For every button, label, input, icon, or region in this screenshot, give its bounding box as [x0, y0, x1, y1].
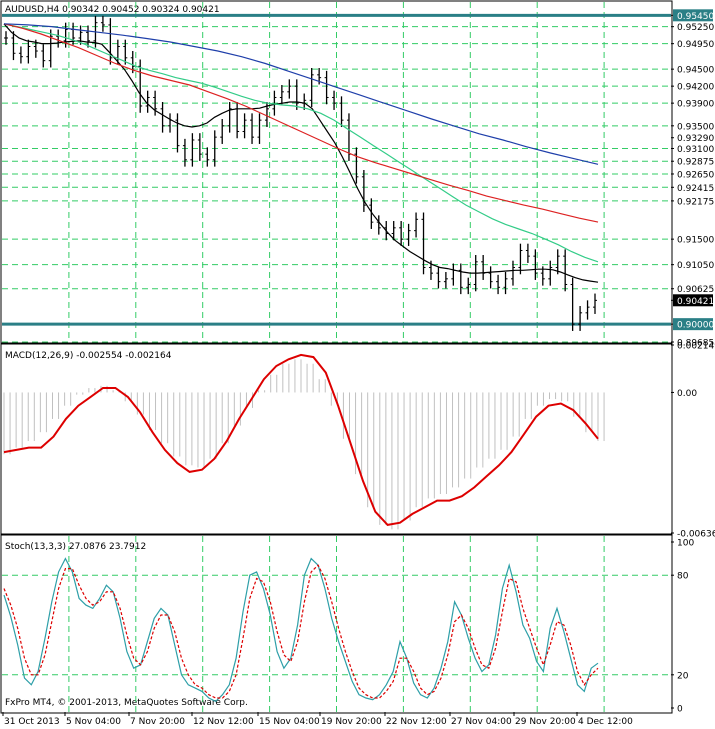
price-ma-line-ma-short	[3, 23, 599, 283]
price-ytick-label: 0.92650	[677, 170, 714, 180]
x-tick-label: 12 Nov 12:00	[193, 717, 254, 727]
x-tick-label: 15 Nov 04:00	[259, 717, 320, 727]
footer-copyright: FxPro MT4, © 2001-2013, MetaQuotes Softw…	[5, 698, 248, 708]
macd-ytick-label: 0.002149	[677, 342, 715, 352]
x-tick-label: 4 Dec 12:00	[578, 717, 633, 727]
price-ytick-label: 0.93100	[677, 145, 714, 155]
price-ytick-label: 0.91050	[677, 261, 714, 271]
price-ytick-label: 0.92415	[677, 184, 714, 194]
price-ytick-label: 0.90000	[677, 321, 714, 331]
stoch-line-main	[3, 557, 599, 703]
stoch-ytick-label: 80	[677, 572, 689, 582]
price-panel-title: AUDUSD,H4 0.90342 0.90452 0.90324 0.9042…	[5, 5, 220, 15]
x-tick-label: 27 Nov 04:00	[451, 717, 512, 727]
key-level-box	[673, 9, 713, 22]
price-ytick-label: 0.93290	[677, 134, 714, 144]
x-tick-label: 22 Nov 12:00	[386, 717, 447, 727]
price-ytick-label: 0.93900	[677, 100, 714, 110]
last-price-box	[673, 294, 713, 307]
price-ytick-label: 0.92875	[677, 158, 714, 168]
macd-ytick-label: 0.00	[677, 389, 697, 399]
x-tick-label: 7 Nov 20:00	[130, 717, 185, 727]
price-ytick-label: 0.92175	[677, 197, 714, 207]
price-ytick-label: 0.94950	[677, 40, 714, 50]
x-tick-label: 19 Nov 20:00	[321, 717, 382, 727]
macd-panel-frame	[0, 343, 673, 535]
x-tick-label: 31 Oct 2013	[4, 717, 60, 727]
x-tick-label: 29 Nov 20:00	[515, 717, 576, 727]
price-panel-frame	[0, 0, 673, 344]
stoch-line-signal	[3, 564, 599, 699]
price-ytick-label: 0.90625	[677, 285, 714, 295]
stoch-panel-title: Stoch(13,3,3) 27.0876 23.7912	[5, 542, 146, 552]
price-ytick-label: 0.89685	[677, 339, 714, 349]
x-axis: 31 Oct 2013 5 Nov 04:00 7 Nov 20:00 12 Nov …	[2, 712, 633, 727]
price-ytick-label: 0.95250	[677, 23, 714, 33]
stoch-ytick-label: 20	[677, 671, 689, 681]
price-ytick-label: 0.94200	[677, 83, 714, 93]
macd-signal-line	[3, 353, 599, 526]
stoch-panel-frame	[0, 534, 673, 714]
stoch-ytick-label: 100	[677, 539, 694, 549]
macd-panel-title: MACD(12,26,9) -0.002554 -0.002164	[5, 351, 172, 361]
price-ytick-label: 0.91500	[677, 236, 714, 246]
price-ma-line-ma-red	[3, 23, 599, 223]
macd-panel: 0.002149 0.00 -0.006366	[3, 342, 715, 540]
price-ma-line-ma-blue	[3, 23, 599, 165]
key-level-box	[673, 318, 713, 331]
x-tick-label: 5 Nov 04:00	[66, 717, 121, 727]
stoch-panel: 100 80 20 0	[2, 536, 694, 715]
price-ytick-label: 0.93500	[677, 122, 714, 132]
price-ytick-label: 0.95450	[677, 12, 714, 22]
macd-ytick-label: -0.006366	[677, 530, 715, 540]
price-ma-line-ma-green	[3, 23, 599, 263]
stoch-ytick-label: 0	[677, 705, 683, 715]
price-ytick-label: 0.90421	[677, 297, 714, 307]
price-ytick-label: 0.94500	[677, 66, 714, 76]
